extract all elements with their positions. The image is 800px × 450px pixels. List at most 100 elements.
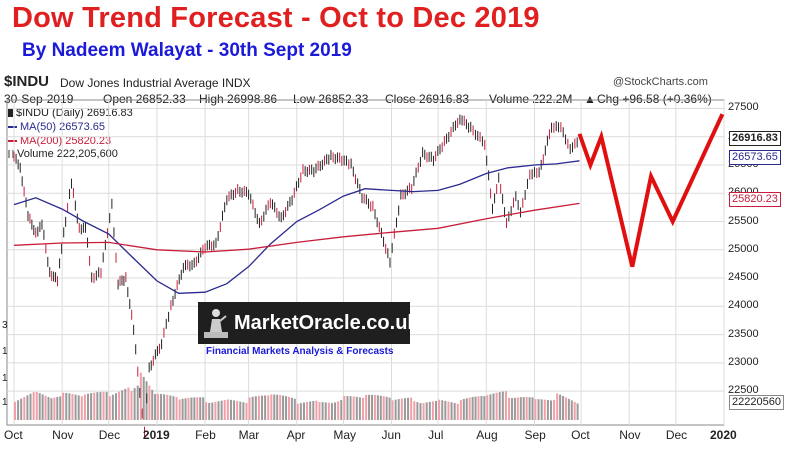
volume-bar (299, 403, 302, 420)
logo-name: MarketOracle.co.uk (234, 312, 419, 334)
volume-bar (172, 396, 175, 420)
volume-bar (248, 397, 251, 420)
margin-label: 3 (2, 320, 8, 331)
volume-value-box: 22220560 (729, 395, 784, 410)
volume-bar (102, 391, 105, 420)
x-tick-label: Feb (195, 428, 216, 442)
quote-chg-arrow: ▲ (584, 92, 596, 106)
volume-bar (93, 392, 96, 420)
volume-bar (576, 403, 579, 420)
y-tick-label: 24000 (728, 299, 759, 312)
ma50-value-box: 26573.65 (729, 150, 781, 165)
volume-bar (71, 393, 74, 420)
volume-bar (376, 395, 379, 420)
volume-bar (370, 394, 373, 420)
volume-bar (349, 396, 352, 420)
volume-bar (519, 397, 522, 420)
volume-bar (480, 396, 483, 420)
volume-bar (14, 401, 16, 420)
volume-bar (564, 397, 567, 420)
x-tick-label: Mar (238, 428, 260, 442)
volume-bar (83, 394, 86, 420)
volume-bar (17, 400, 20, 420)
volume-bar (151, 389, 154, 420)
margin-label: 1 (2, 346, 8, 357)
volume-bar (276, 394, 279, 420)
x-tick-label: 2019 (142, 428, 170, 442)
x-tick-label: Oct (4, 428, 23, 442)
x-tick-label: Sep (524, 428, 546, 442)
volume-bar (508, 397, 511, 420)
volume-bar (462, 399, 465, 420)
volume-bar (233, 400, 236, 420)
y-tick-label: 23000 (728, 355, 759, 368)
volume-bar (196, 397, 199, 420)
x-tick-label: May (333, 428, 357, 442)
volume-bar (74, 394, 77, 420)
volume-bar (394, 399, 397, 420)
volume-bar (130, 390, 133, 420)
forecast-line (577, 113, 725, 268)
quote-change: Chg +96.58 (+0.36%) (597, 92, 712, 106)
volume-bar (229, 399, 232, 420)
volume-bar (435, 400, 438, 420)
volume-bar (365, 394, 368, 420)
volume-bar (379, 395, 382, 420)
volume-bar (495, 392, 498, 420)
volume-bar (202, 397, 205, 420)
volume-bar (425, 402, 428, 420)
volume-bar (53, 397, 56, 420)
volume-bar (483, 396, 486, 420)
margin-label: 1 (2, 373, 8, 384)
volume-bar (447, 401, 450, 420)
volume-bar (453, 402, 456, 420)
volume-bar (315, 400, 318, 420)
volume-bar (181, 398, 184, 420)
bars-icon (8, 150, 14, 159)
volume-bar (121, 390, 124, 420)
volume-bar (504, 391, 507, 420)
volume-bar (282, 395, 285, 420)
volume-bar (422, 403, 425, 420)
volume-bar (47, 396, 50, 420)
volume-bar (498, 392, 501, 420)
volume-bar (136, 385, 139, 420)
volume-bar (114, 393, 117, 420)
y-tick-label: 25500 (728, 214, 759, 227)
volume-bar (382, 396, 385, 420)
volume-bar (346, 396, 349, 420)
quote-date: 30-Sep-2019 (4, 92, 74, 106)
volume-bar (290, 397, 293, 420)
x-tick-label: Apr (286, 428, 306, 442)
volume-bar (20, 398, 23, 420)
volume-bar (111, 394, 114, 420)
volume-bar (441, 400, 444, 420)
last-price-box: 26916.83 (729, 131, 781, 146)
volume-bar (77, 395, 80, 420)
quote-high: High 26998.86 (199, 92, 278, 106)
volume-bar (413, 401, 416, 420)
logo-tagline: Financial Markets Analysis & Forecasts (206, 346, 394, 357)
volume-bar (99, 391, 102, 420)
legend-item-volume: Volume 222,205,600 (8, 148, 118, 160)
volume-bar (160, 393, 163, 420)
volume-bar (175, 397, 178, 420)
y-tick-label: 27500 (728, 101, 759, 114)
volume-bar (296, 403, 299, 420)
volume-bar (321, 402, 324, 420)
volume-bar (148, 385, 151, 420)
volume-bar (546, 400, 549, 420)
volume-bar (397, 399, 400, 420)
volume-bar (355, 396, 358, 420)
x-tick-label: 2020 (710, 428, 737, 442)
volume-bar (468, 397, 471, 420)
volume-bar (373, 395, 376, 420)
volume-bar (410, 397, 413, 420)
page-title: Dow Trend Forecast - Oct to Dec 2019 (12, 2, 540, 34)
candle-icon (8, 109, 13, 118)
volume-bar (223, 400, 226, 420)
x-tick-label: Nov (619, 428, 641, 442)
volume-bar (352, 396, 355, 420)
x-tick-label: Aug (476, 428, 498, 442)
